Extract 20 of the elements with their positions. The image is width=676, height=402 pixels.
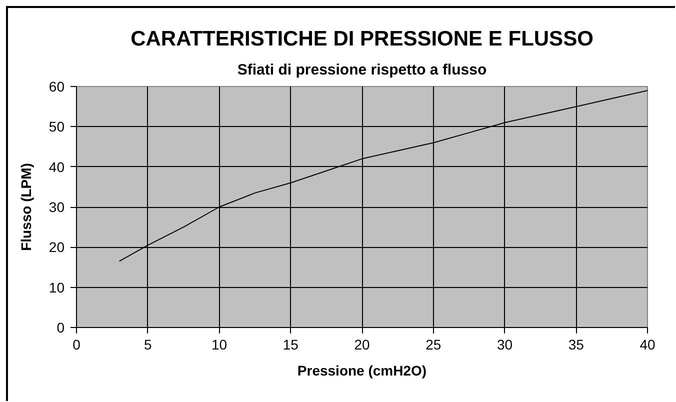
chart-subtitle: Sfiati di pressione rispetto a flusso: [237, 62, 487, 78]
x-tick-label: 40: [640, 336, 656, 352]
y-tick-label: 20: [48, 239, 65, 256]
x-tick-label: 30: [496, 336, 513, 352]
y-tick-label: 60: [48, 78, 65, 94]
x-tick-label: 10: [211, 336, 228, 352]
x-tick-label: 25: [426, 336, 442, 352]
chart-title: CARATTERISTICHE DI PRESSIONE E FLUSSO: [130, 28, 594, 50]
x-axis-title: Pressione (cmH2O): [297, 362, 427, 378]
y-tick-label: 50: [48, 118, 65, 135]
x-tick-label: 5: [144, 336, 152, 352]
x-tick-label: 35: [568, 336, 584, 352]
y-tick-label: 10: [48, 279, 65, 296]
y-tick-label: 30: [48, 199, 65, 215]
x-tick-label: 20: [354, 336, 370, 352]
y-tick-label: 40: [48, 158, 65, 175]
x-tick-label: 15: [282, 336, 299, 352]
y-tick-label: 0: [56, 320, 65, 336]
y-axis-title: Flusso (LPM): [18, 163, 34, 251]
x-tick-label: 0: [72, 336, 81, 352]
